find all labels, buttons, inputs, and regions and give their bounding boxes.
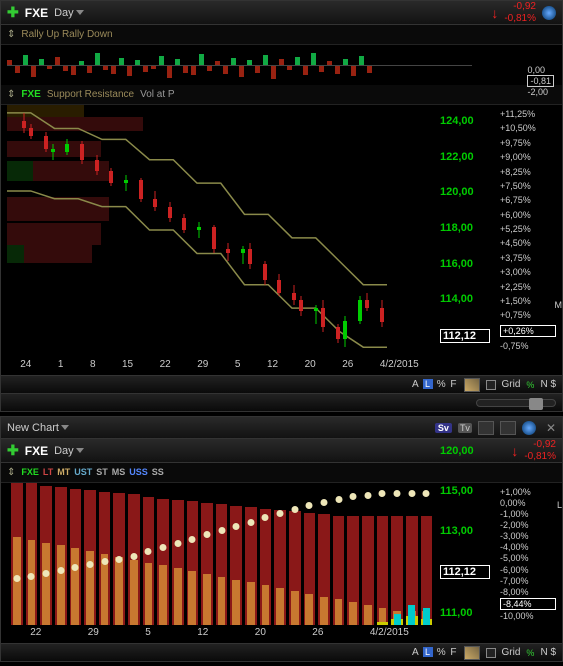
globe-icon[interactable] bbox=[522, 421, 536, 435]
updown-icon[interactable]: ⇕ bbox=[7, 467, 15, 478]
toolbar: ✚ FXE Day ↓ -0,92 -0,81% bbox=[1, 1, 562, 25]
updown-icon[interactable]: ⇕ bbox=[7, 29, 15, 40]
grid-checkbox[interactable] bbox=[486, 380, 496, 390]
timeframe-dropdown[interactable]: Day bbox=[54, 7, 84, 19]
tv-button[interactable]: Tv bbox=[458, 423, 472, 433]
pct-badge[interactable]: % bbox=[526, 648, 534, 658]
indicator-bar-1: ⇕ Rally Up Rally Down bbox=[1, 25, 562, 45]
sv-button[interactable]: Sv bbox=[435, 423, 452, 433]
timeframe-dropdown[interactable]: Day bbox=[54, 445, 84, 457]
pct-axis: +11,25%+10,50%+9,75%+9,00%+8,25%+7,50%+6… bbox=[500, 105, 556, 355]
arrow-down-icon: ↓ bbox=[511, 443, 518, 459]
grid-label: Grid bbox=[502, 647, 521, 658]
change-value: -0,92 bbox=[504, 1, 536, 13]
tool-icon[interactable] bbox=[478, 421, 494, 435]
change-pct: -0,81% bbox=[524, 451, 556, 463]
rally-scale: 0,00 -0,81 -2,00 bbox=[527, 65, 554, 97]
change-display: -0,92 -0,81% bbox=[504, 1, 536, 25]
al-controls[interactable]: A L % F bbox=[412, 647, 457, 658]
rally-chart-area[interactable]: 0,00 -0,81 -2,00 bbox=[1, 45, 562, 85]
change-display: -0,92 -0,81% bbox=[524, 439, 556, 463]
footer-bar: A L % F Grid % N $ bbox=[1, 643, 562, 661]
edit-icon[interactable] bbox=[464, 378, 480, 392]
close-icon[interactable]: ✕ bbox=[546, 421, 556, 435]
al-controls[interactable]: A L % F bbox=[412, 379, 457, 390]
pct-badge[interactable]: % bbox=[526, 380, 534, 390]
globe-icon[interactable] bbox=[542, 6, 556, 20]
price-axis: 120,00115,00113,00112,12111,00 bbox=[440, 483, 490, 625]
x-axis: 222951220264/2/2015 bbox=[7, 627, 432, 641]
indicator-sr[interactable]: Support Resistance bbox=[47, 89, 134, 100]
newchart-label: New Chart bbox=[7, 422, 59, 434]
main-chart[interactable]: 124,00122,00120,00118,00116,00114,00112,… bbox=[1, 105, 562, 375]
change-value: -0,92 bbox=[524, 439, 556, 451]
x-axis: 241815222951220264/2/2015 bbox=[7, 359, 432, 373]
pct-axis: +1,00%0,00%-1,00%-2,00%-3,00%-4,00%-5,00… bbox=[500, 483, 556, 625]
updown-icon[interactable]: ⇕ bbox=[7, 89, 15, 100]
timeframe-label: Day bbox=[54, 445, 74, 457]
indicator-bar-2: ⇕ FXE Support Resistance Vol at P bbox=[1, 85, 562, 105]
panel-title-bar: New Chart Sv Tv ✕ bbox=[1, 417, 562, 439]
arrow-down-icon: ↓ bbox=[491, 5, 498, 21]
chevron-down-icon bbox=[61, 425, 69, 430]
zoom-slider[interactable] bbox=[476, 399, 556, 407]
timeframe-label: Day bbox=[54, 7, 74, 19]
footer-bar: A L % F Grid % N $ bbox=[1, 375, 562, 393]
add-icon[interactable]: ✚ bbox=[7, 4, 19, 21]
tool-icon[interactable] bbox=[500, 421, 516, 435]
newchart-dropdown[interactable]: New Chart bbox=[7, 422, 69, 434]
chart-panel-2: New Chart Sv Tv ✕ ✚ FXE Day ↓ -0,92 -0,8… bbox=[0, 416, 563, 662]
chevron-down-icon bbox=[76, 448, 84, 453]
indicator-bar: ⇕ FXELTMTUSTSTMSUSSSS bbox=[1, 463, 562, 483]
price-axis: 124,00122,00120,00118,00116,00114,00112,… bbox=[440, 105, 490, 355]
add-icon[interactable]: ✚ bbox=[7, 442, 19, 459]
indicator-labels[interactable]: FXELTMTUSTSTMSUSSSS bbox=[21, 467, 167, 478]
chevron-down-icon bbox=[76, 10, 84, 15]
ns-label[interactable]: N $ bbox=[540, 647, 556, 658]
indicator-vol[interactable]: Vol at P bbox=[140, 89, 174, 100]
slider-bar bbox=[1, 393, 562, 411]
edit-icon[interactable] bbox=[464, 646, 480, 660]
ns-label[interactable]: N $ bbox=[540, 379, 556, 390]
bars-chart[interactable]: 120,00115,00113,00112,12111,00 +1,00%0,0… bbox=[1, 483, 562, 643]
symbol-label[interactable]: FXE bbox=[21, 89, 40, 100]
change-pct: -0,81% bbox=[504, 13, 536, 25]
grid-label: Grid bbox=[502, 379, 521, 390]
symbol-input[interactable]: FXE bbox=[25, 444, 48, 458]
chart-panel-1: ✚ FXE Day ↓ -0,92 -0,81% ⇕ Rally Up Rall… bbox=[0, 0, 563, 412]
grid-checkbox[interactable] bbox=[486, 648, 496, 658]
symbol-input[interactable]: FXE bbox=[25, 6, 48, 20]
indicator-label[interactable]: Rally Up Rally Down bbox=[21, 29, 112, 40]
